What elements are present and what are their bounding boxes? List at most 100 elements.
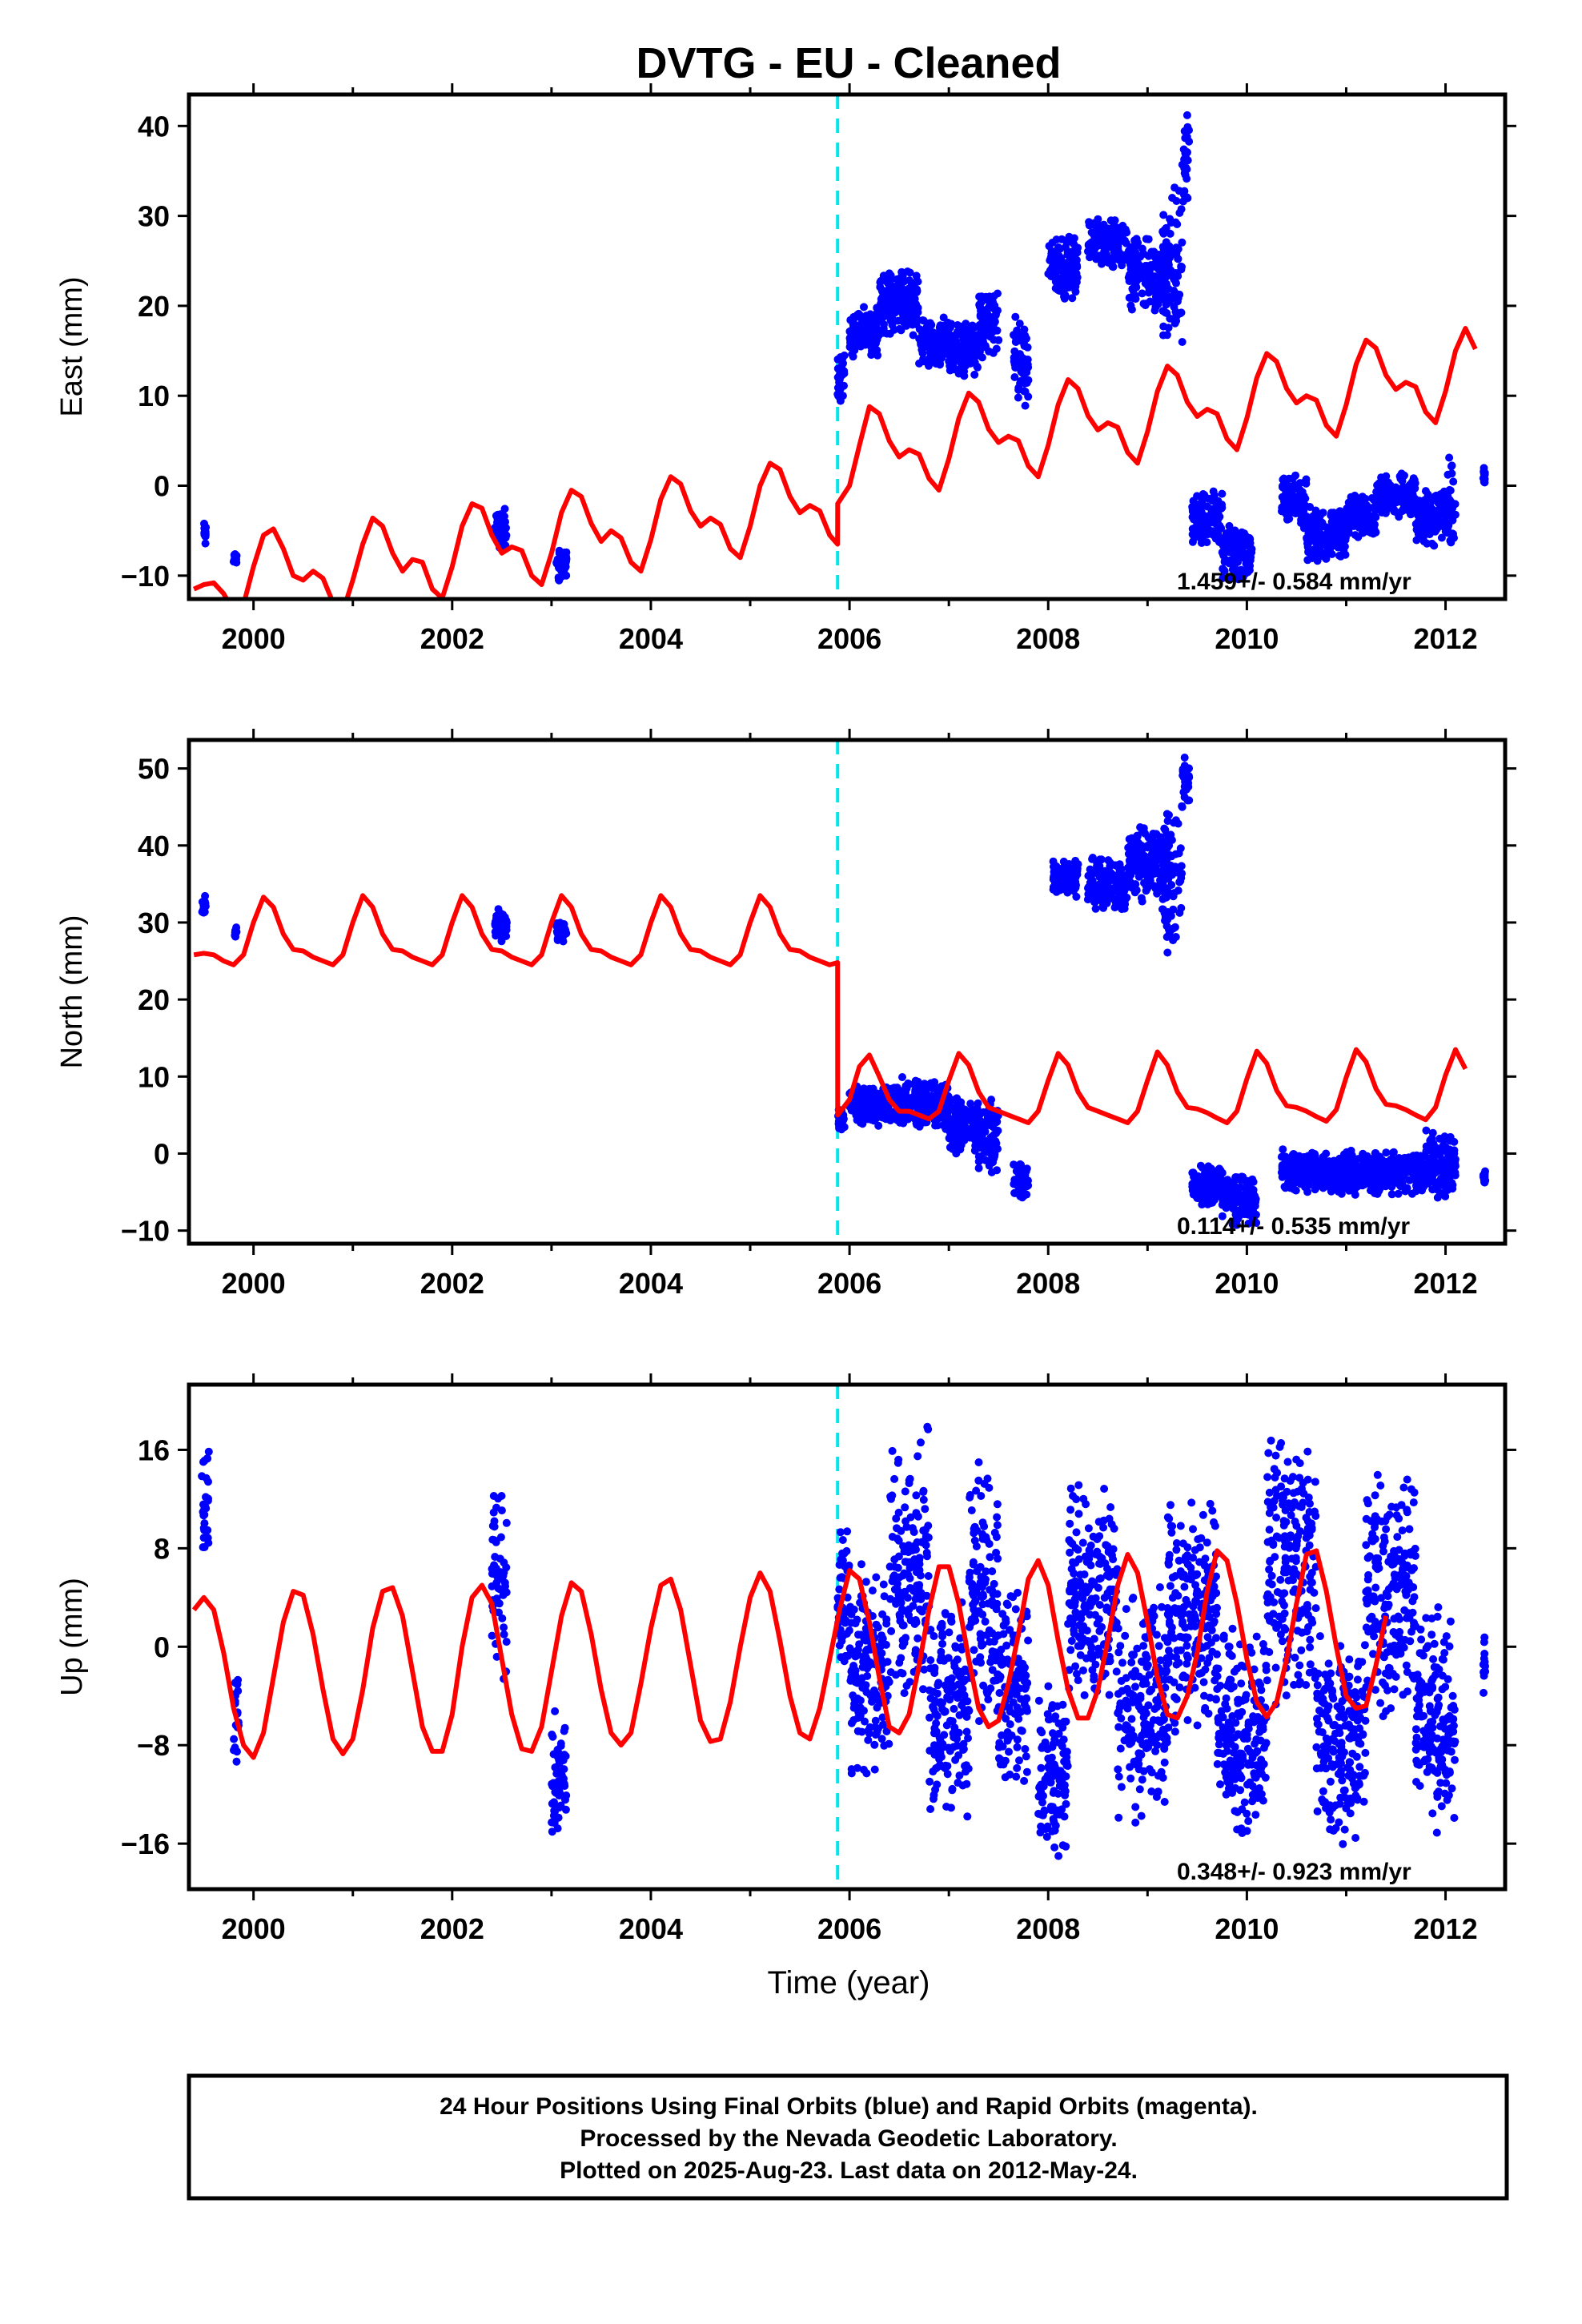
data-point <box>967 1127 976 1136</box>
data-point <box>1047 247 1056 255</box>
data-point <box>1072 278 1081 287</box>
east-x-tick-label: 2010 <box>1215 622 1279 655</box>
east-panel: 2000 2002 2004 2006 2008 2010 2012−10010203040… <box>55 83 1516 655</box>
data-point <box>1154 867 1162 876</box>
data-point <box>1234 1214 1242 1222</box>
data-point <box>495 527 504 536</box>
data-point <box>1085 221 1094 230</box>
data-point <box>1144 235 1153 243</box>
data-point <box>977 1130 986 1139</box>
data-point <box>945 1098 954 1107</box>
data-point <box>1169 905 1178 914</box>
data-point <box>548 1799 556 1808</box>
data-point <box>1170 889 1178 898</box>
data-point <box>552 1750 560 1759</box>
data-point <box>1124 843 1133 852</box>
data-point <box>1416 528 1425 537</box>
data-point <box>1221 545 1230 553</box>
data-point <box>560 1727 568 1735</box>
data-point <box>1428 1172 1437 1181</box>
data-point <box>1182 775 1191 784</box>
data-point <box>954 1101 963 1109</box>
data-point <box>951 1142 959 1151</box>
data-point <box>1342 1175 1351 1184</box>
data-point <box>887 283 896 292</box>
data-point <box>1181 134 1190 143</box>
data-point <box>982 342 990 351</box>
data-point <box>1171 816 1180 825</box>
data-point <box>874 1121 883 1130</box>
data-point <box>954 1113 963 1122</box>
data-point <box>1020 337 1028 345</box>
data-point <box>559 552 568 561</box>
data-point <box>1395 513 1403 521</box>
data-point <box>1218 489 1227 498</box>
data-point <box>488 1522 497 1530</box>
data-point <box>863 1115 872 1124</box>
data-point <box>892 289 901 298</box>
data-point <box>1415 1155 1423 1164</box>
data-point <box>496 1533 505 1542</box>
data-point <box>861 340 869 349</box>
data-point <box>950 332 958 340</box>
data-point <box>1284 1156 1293 1164</box>
data-point <box>1140 851 1149 860</box>
data-point <box>1148 834 1157 842</box>
data-point <box>1062 262 1071 271</box>
data-point <box>1277 1152 1286 1161</box>
data-point <box>201 539 210 548</box>
data-point <box>1230 1192 1239 1201</box>
data-point <box>838 1536 847 1544</box>
data-point <box>920 1080 929 1088</box>
data-point <box>496 1554 504 1563</box>
data-point <box>1201 527 1210 536</box>
data-point <box>548 1779 556 1788</box>
data-point <box>1181 171 1190 179</box>
data-point <box>1093 865 1101 874</box>
data-point <box>556 1801 565 1810</box>
data-point <box>888 312 897 320</box>
data-point <box>497 937 506 946</box>
data-point <box>1437 1174 1446 1183</box>
data-point <box>562 1791 571 1799</box>
data-point <box>1282 491 1291 500</box>
data-point <box>882 1727 891 1735</box>
data-point <box>950 365 958 374</box>
data-point <box>1167 836 1176 844</box>
data-point <box>1428 1185 1437 1194</box>
north-rate-label: 0.114+/- 0.535 mm/yr <box>1177 1213 1410 1240</box>
data-point <box>1317 519 1326 528</box>
data-point <box>939 313 948 322</box>
data-point <box>1315 546 1324 555</box>
data-point <box>231 1679 239 1687</box>
data-point <box>1146 297 1154 306</box>
data-point <box>200 524 209 533</box>
data-point <box>1447 1179 1456 1188</box>
data-point <box>1247 545 1256 553</box>
data-point <box>843 1527 852 1536</box>
data-point <box>490 1536 499 1545</box>
data-point <box>553 557 562 565</box>
data-point <box>1306 503 1315 511</box>
data-point <box>854 1630 862 1639</box>
data-point <box>1383 505 1391 513</box>
data-point <box>1347 512 1355 521</box>
data-point <box>1399 1160 1407 1168</box>
data-point <box>556 566 565 575</box>
data-point <box>855 328 864 336</box>
data-point <box>1164 264 1173 273</box>
data-point <box>876 309 885 318</box>
data-point <box>1070 234 1078 243</box>
data-point <box>1120 237 1129 246</box>
data-point <box>200 1543 209 1551</box>
data-point <box>893 316 902 325</box>
data-point <box>1194 515 1202 524</box>
data-point <box>1203 1200 1212 1208</box>
data-point <box>897 1098 905 1107</box>
data-point <box>899 289 908 298</box>
north-y-tick-label: 20 <box>138 983 170 1016</box>
data-point <box>1024 363 1033 372</box>
data-point <box>895 1086 904 1095</box>
data-point <box>966 330 974 339</box>
data-point <box>1070 868 1078 877</box>
